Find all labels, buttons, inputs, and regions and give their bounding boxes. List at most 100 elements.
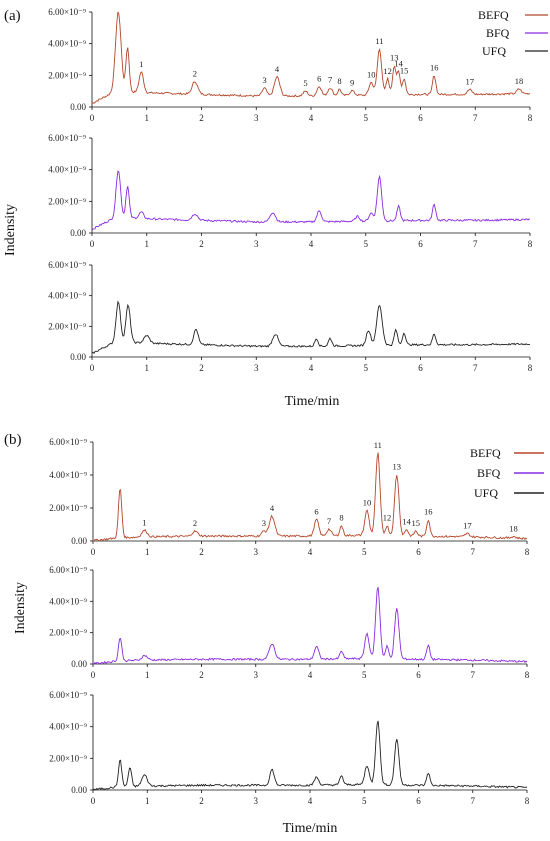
y-axis-title-a: Indensity <box>3 204 18 256</box>
peak-label: 14 <box>402 516 411 526</box>
y-tick-label: 2.00×10⁻⁹ <box>48 196 86 206</box>
x-tick-label: 8 <box>525 670 530 680</box>
x-tick-label: 3 <box>254 547 259 557</box>
peak-label: 16 <box>424 507 433 517</box>
x-tick-label: 0 <box>90 239 95 249</box>
x-tick-label: 6 <box>416 670 421 680</box>
y-tick-label: 4.00×10⁻⁹ <box>49 722 87 732</box>
x-tick-label: 7 <box>471 547 476 557</box>
peak-label: 1 <box>142 517 146 527</box>
series-line-befq <box>93 452 528 542</box>
y-tick-label: 4.00×10⁻⁹ <box>48 39 86 49</box>
x-tick-label: 2 <box>199 113 204 123</box>
y-tick-label: 6.00×10⁻⁹ <box>49 690 87 700</box>
peak-label: 6 <box>317 73 321 83</box>
x-tick-label: 3 <box>254 796 259 806</box>
y-tick-label: 6.00×10⁻⁹ <box>48 133 86 143</box>
legend-label-ufq-b: UFQ <box>474 486 498 500</box>
x-tick-label: 6 <box>418 113 423 123</box>
legend-b: BEFQ BFQ UFQ <box>470 446 544 500</box>
peak-label: 3 <box>262 75 266 85</box>
peak-label: 16 <box>430 62 439 72</box>
x-tick-label: 7 <box>471 796 476 806</box>
x-tick-label: 3 <box>254 239 259 249</box>
x-tick-label: 2 <box>199 239 204 249</box>
peak-label: 13 <box>390 53 399 63</box>
y-tick-label: 2.00×10⁻⁹ <box>48 70 86 80</box>
subplot-bfq-1: 0 1 2 3 4 5 6 7 8 0.00 2.00×10⁻⁹ 4.00×10⁻⁹ 6.00×10⁻⁹ <box>49 565 529 680</box>
x-tick-label: 3 <box>254 113 259 123</box>
legend-label-bfq-a: BFQ <box>486 26 510 40</box>
series-line-ufq <box>92 720 528 791</box>
panel-label-a: (a) <box>4 8 21 24</box>
x-tick-label: 1 <box>145 239 150 249</box>
peak-label: 2 <box>193 68 197 78</box>
y-tick-label: 4.00×10⁻⁹ <box>49 596 87 606</box>
x-tick-label: 4 <box>309 113 314 123</box>
y-tick-label: 0.00 <box>71 659 87 669</box>
legend-a: BEFQ BFQ UFQ <box>478 8 548 58</box>
x-tick-label: 5 <box>364 113 369 123</box>
x-tick-label: 7 <box>473 113 478 123</box>
x-tick-label: 8 <box>528 113 533 123</box>
x-tick-label: 5 <box>362 796 367 806</box>
x-tick-label: 2 <box>199 363 204 373</box>
panel-label-b: (b) <box>4 432 22 448</box>
y-tick-label: 0.00 <box>70 352 86 362</box>
series-line-bfq <box>92 587 528 665</box>
y-tick-label: 6.00×10⁻⁹ <box>48 260 86 270</box>
series-line-ufq <box>91 300 531 355</box>
x-tick-label: 7 <box>471 670 476 680</box>
peak-label: 11 <box>374 440 382 450</box>
series-line-bfq <box>91 170 531 231</box>
x-tick-label: 3 <box>254 670 259 680</box>
y-tick-label: 0.00 <box>70 228 86 238</box>
peak-label: 3 <box>262 518 266 528</box>
x-tick-label: 4 <box>309 363 314 373</box>
subplot-ufq-0: 0 1 2 3 4 5 6 7 8 0.00 2.00×10⁻⁹ 4.00×10⁻⁹ 6.00×10⁻⁹ <box>48 260 532 373</box>
subplot-befq-1: 0 1 2 3 4 5 6 7 80.002.00×10⁻⁹4.00×10⁻⁹6.00×10⁻⁹… <box>49 437 529 557</box>
peak-label: 8 <box>339 513 343 523</box>
x-axis-title-a: Time/min <box>285 394 340 409</box>
x-tick-label: 6 <box>418 363 423 373</box>
x-tick-label: 4 <box>308 670 313 680</box>
y-tick-label: 6.00×10⁻⁹ <box>48 7 86 17</box>
panels-group: 0 1 2 3 4 5 6 7 80.002.00×10⁻⁹4.00×10⁻⁹6.00×10⁻⁹… <box>48 7 532 806</box>
x-tick-label: 5 <box>362 547 367 557</box>
y-tick-label: 6.00×10⁻⁹ <box>49 437 87 447</box>
y-tick-label: 2.00×10⁻⁹ <box>49 503 87 513</box>
y-tick-label: 6.00×10⁻⁹ <box>49 565 87 575</box>
x-tick-label: 1 <box>145 670 150 680</box>
x-tick-label: 4 <box>308 796 313 806</box>
peak-label: 7 <box>328 75 332 85</box>
x-tick-label: 0 <box>91 796 96 806</box>
x-tick-label: 2 <box>199 796 204 806</box>
peak-label: 11 <box>375 36 383 46</box>
peak-label: 17 <box>463 520 472 530</box>
y-tick-label: 0.00 <box>71 536 87 546</box>
x-tick-label: 6 <box>416 796 421 806</box>
peak-label: 1 <box>139 59 143 69</box>
x-tick-label: 1 <box>145 113 150 123</box>
peak-label: 4 <box>275 64 280 74</box>
peak-label: 14 <box>394 59 403 69</box>
x-tick-label: 5 <box>362 670 367 680</box>
x-tick-label: 1 <box>145 547 150 557</box>
peak-label: 7 <box>327 516 331 526</box>
subplot-bfq-0: 0 1 2 3 4 5 6 7 8 0.00 2.00×10⁻⁹ 4.00×10⁻⁹ 6.00×10⁻⁹ <box>48 133 532 249</box>
peak-label: 6 <box>314 506 318 516</box>
peak-label: 18 <box>515 76 524 86</box>
y-tick-label: 2.00×10⁻⁹ <box>48 321 86 331</box>
x-tick-label: 4 <box>309 239 314 249</box>
peak-label: 12 <box>383 513 392 523</box>
x-tick-label: 0 <box>90 113 95 123</box>
subplot-ufq-1: 0 1 2 3 4 5 6 7 8 0.00 2.00×10⁻⁹ 4.00×10⁻⁹ 6.00×10⁻⁹ <box>49 690 529 806</box>
peak-label: 15 <box>412 518 421 528</box>
x-tick-label: 1 <box>145 363 150 373</box>
x-tick-label: 7 <box>473 239 478 249</box>
x-tick-label: 8 <box>528 363 533 373</box>
series-line-befq <box>91 11 531 104</box>
y-tick-label: 4.00×10⁻⁹ <box>49 470 87 480</box>
x-tick-label: 7 <box>473 363 478 373</box>
